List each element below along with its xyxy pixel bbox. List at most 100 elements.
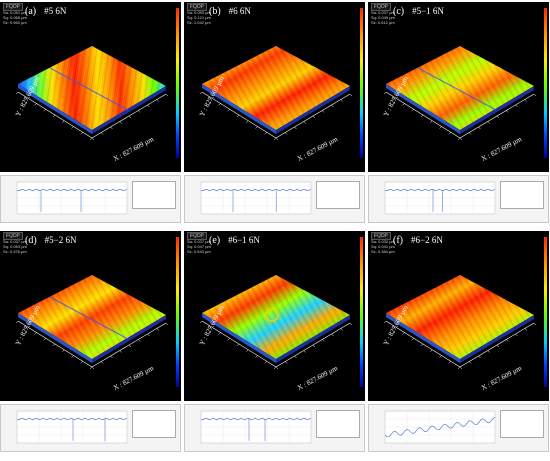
panel-label: (b) #6 6N	[209, 6, 251, 17]
sample-id: #5−1 6N	[412, 6, 444, 16]
surface-3d-view[interactable]: FQDP Sa: 0.032 µm Sq: 0.041 µm Sz: 0.384 µm…	[368, 231, 549, 401]
surface-plot	[383, 275, 537, 370]
axis-tick	[312, 344, 316, 348]
profile-window[interactable]	[368, 175, 549, 223]
roughness-stats: Sa: 0.051 µm Sq: 0.065 µm Sz: 0.963 µm	[3, 10, 27, 25]
axis-tick	[312, 115, 316, 119]
surface-3d-view[interactable]: FQDP Sa: 0.037 µm Sq: 0.053 µm Sz: 0.978 µm…	[0, 231, 181, 401]
axis-tick	[273, 137, 277, 141]
surface-plot	[199, 46, 353, 141]
profile-plot	[16, 181, 128, 215]
surface-side-left	[18, 84, 92, 134]
panel-label: (c) #5−1 6N	[393, 6, 444, 17]
axis-tick	[430, 120, 433, 123]
axis-tick	[331, 104, 334, 108]
axis-tick	[411, 109, 414, 112]
surface-side-right	[276, 86, 350, 134]
axis-tick	[110, 126, 113, 130]
roughness-stat: Sa: 0.037 µm	[187, 239, 211, 244]
profile-plot	[200, 410, 312, 444]
surface-3d-view[interactable]: FQDP Sa: 0.051 µm Sq: 0.065 µm Sz: 0.963 µm…	[0, 2, 181, 172]
axis-tick	[420, 343, 424, 347]
color-scale-bar	[360, 8, 363, 158]
axis-tick	[322, 339, 325, 342]
axis-tick	[349, 322, 353, 326]
profile-plot	[384, 410, 496, 444]
axis-tick	[457, 366, 461, 370]
axis-tick	[478, 355, 481, 359]
axis-tick	[101, 361, 104, 364]
axis-tick	[138, 110, 141, 113]
axis-tick	[469, 361, 472, 364]
axis-tick	[246, 120, 249, 123]
axis-tick	[62, 349, 65, 352]
axis-tick	[411, 338, 414, 341]
axis-tick	[459, 137, 463, 141]
axis-tick	[448, 361, 451, 364]
axis-tick	[457, 137, 461, 141]
axis-tick	[448, 132, 451, 135]
axis-tick	[275, 137, 279, 141]
axis-tick	[439, 126, 442, 129]
axis-tick	[393, 326, 396, 329]
instrument-logo: FQDP	[371, 3, 391, 11]
profile-window[interactable]	[368, 404, 549, 452]
axis-tick	[91, 366, 95, 370]
axis-tick	[156, 99, 159, 102]
roughness-stat: Sq: 0.047 µm	[187, 244, 211, 249]
axis-tick	[459, 366, 463, 370]
sample-id: #6−1 6N	[228, 235, 260, 245]
profile-plot	[16, 410, 128, 444]
axis-tick	[349, 93, 353, 97]
color-scale-bar	[544, 8, 547, 158]
surface-plot	[383, 46, 537, 141]
profile-window[interactable]	[184, 404, 365, 452]
profile-window[interactable]	[184, 175, 365, 223]
axis-tick	[218, 103, 221, 106]
axis-tick	[255, 126, 258, 129]
axis-tick	[25, 326, 28, 329]
surface-side-right	[92, 315, 166, 363]
axis-tick	[420, 114, 424, 118]
panel-letter: (b)	[209, 6, 221, 17]
axis-tick	[478, 126, 481, 130]
axis-tick	[515, 333, 518, 337]
instrument-logo: FQDP	[371, 232, 391, 240]
measurement-table	[316, 410, 360, 438]
axis-tick	[285, 132, 288, 135]
axis-tick	[89, 366, 93, 370]
axis-tick	[25, 97, 28, 100]
surface-3d-view[interactable]: FQDP Sa: 0.093 µm Sq: 0.121 µm Sz: 1.042 µm…	[184, 2, 365, 172]
profile-plot	[200, 181, 312, 215]
surface-3d-view[interactable]: FQDP Sa: 0.037 µm Sq: 0.049 µm Sz: 0.612 µm…	[368, 2, 549, 172]
axis-tick	[469, 132, 472, 135]
axis-tick	[246, 349, 249, 352]
roughness-stat: Sz: 1.042 µm	[187, 20, 211, 25]
surface-3d-view[interactable]: FQDP Sa: 0.037 µm Sq: 0.047 µm Sz: 0.543 µm…	[184, 231, 365, 401]
axis-tick	[273, 366, 277, 370]
profile-plot	[384, 181, 496, 215]
axis-tick	[383, 320, 387, 324]
surface-side-right	[92, 86, 166, 134]
color-scale-bar	[544, 237, 547, 387]
axis-tick	[199, 91, 203, 95]
axis-tick	[227, 338, 230, 341]
roughness-stats: Sa: 0.037 µm Sq: 0.049 µm Sz: 0.612 µm	[371, 10, 395, 25]
roughness-stat: Sq: 0.121 µm	[187, 15, 211, 20]
profile-window[interactable]	[0, 175, 181, 223]
axis-tick	[533, 322, 537, 326]
profile-line	[200, 417, 312, 421]
axis-tick	[15, 91, 19, 95]
roughness-stat: Sa: 0.037 µm	[3, 239, 27, 244]
roughness-stat: Sa: 0.037 µm	[371, 10, 395, 15]
axis-tick	[487, 350, 490, 353]
sample-id: #6 6N	[228, 6, 251, 16]
axis-tick	[119, 121, 122, 124]
roughness-stat: Sq: 0.053 µm	[3, 244, 27, 249]
panel-letter: (f)	[393, 235, 403, 246]
profile-window[interactable]	[0, 404, 181, 452]
axis-tick	[34, 103, 37, 106]
roughness-stat: Sq: 0.041 µm	[371, 244, 395, 249]
axis-tick	[331, 333, 334, 337]
color-scale-bar	[176, 237, 179, 387]
